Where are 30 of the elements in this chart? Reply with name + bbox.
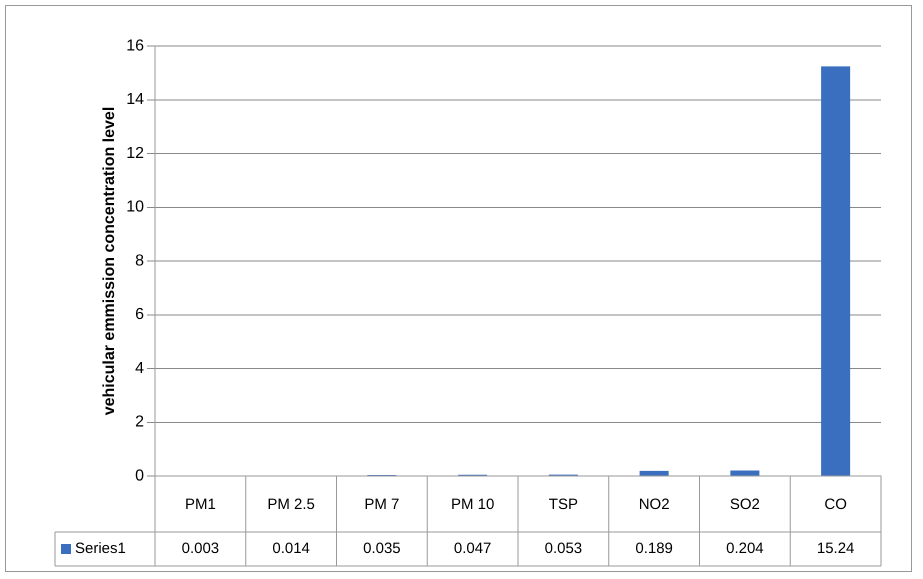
x-tick-label: NO2 <box>638 496 670 514</box>
bar <box>640 470 669 476</box>
y-tick-label: 12 <box>126 144 144 162</box>
data-label: 0.014 <box>272 540 310 558</box>
y-tick-label: 14 <box>126 91 144 108</box>
data-label: 15.24 <box>816 540 854 558</box>
x-tick-label: TSP <box>548 496 578 514</box>
y-tick-label: 4 <box>135 360 144 377</box>
bar <box>821 66 850 476</box>
data-label: 0.189 <box>635 540 673 558</box>
data-label: 0.204 <box>726 540 764 558</box>
data-label: 0.053 <box>544 540 582 558</box>
y-tick-label: 16 <box>126 37 144 54</box>
data-label: 0.047 <box>454 540 492 558</box>
y-tick-label: 2 <box>135 414 144 431</box>
x-tick-label: PM 2.5 <box>267 496 315 514</box>
x-tick-label: PM 7 <box>364 496 400 514</box>
y-tick-label: 8 <box>135 252 144 270</box>
x-tick-label: PM 10 <box>450 496 494 514</box>
y-axis-title: vehicular emmission concentration level <box>101 106 118 416</box>
x-tick-label: PM1 <box>184 496 216 514</box>
legend-label: Series1 <box>74 540 126 558</box>
bar <box>730 470 760 476</box>
data-label: 0.003 <box>182 540 220 558</box>
y-tick-label: 6 <box>135 306 144 324</box>
data-label: 0.035 <box>363 540 401 558</box>
y-tick-label: 10 <box>126 198 144 216</box>
x-tick-label: SO2 <box>730 496 760 514</box>
y-tick-label: 0 <box>135 467 144 484</box>
x-tick-label: CO <box>824 496 847 514</box>
